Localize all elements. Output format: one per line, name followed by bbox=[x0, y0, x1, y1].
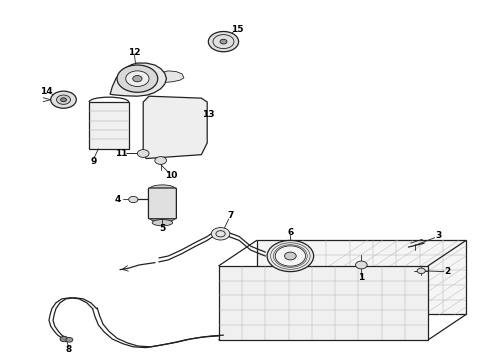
Ellipse shape bbox=[152, 220, 172, 226]
Polygon shape bbox=[219, 266, 428, 340]
Text: 7: 7 bbox=[228, 211, 234, 220]
Text: 5: 5 bbox=[159, 224, 166, 233]
Circle shape bbox=[66, 337, 73, 342]
Circle shape bbox=[51, 91, 76, 108]
Text: 4: 4 bbox=[115, 195, 121, 204]
Text: 12: 12 bbox=[128, 48, 141, 57]
Circle shape bbox=[137, 150, 149, 157]
Circle shape bbox=[60, 336, 68, 342]
Circle shape bbox=[285, 252, 296, 260]
Text: 6: 6 bbox=[287, 228, 294, 237]
Circle shape bbox=[267, 240, 314, 271]
Circle shape bbox=[126, 71, 149, 86]
Polygon shape bbox=[89, 102, 129, 149]
Circle shape bbox=[133, 76, 142, 82]
Ellipse shape bbox=[149, 185, 175, 193]
Text: 9: 9 bbox=[91, 157, 97, 166]
Circle shape bbox=[129, 196, 138, 203]
Text: 15: 15 bbox=[231, 24, 244, 33]
Text: 1: 1 bbox=[358, 273, 365, 282]
Circle shape bbox=[275, 246, 305, 266]
Polygon shape bbox=[143, 96, 207, 158]
Polygon shape bbox=[110, 63, 167, 96]
Text: 3: 3 bbox=[435, 231, 441, 240]
Circle shape bbox=[61, 98, 67, 102]
Text: 11: 11 bbox=[116, 149, 128, 158]
Circle shape bbox=[117, 65, 158, 92]
Text: 10: 10 bbox=[166, 171, 178, 180]
Text: 8: 8 bbox=[66, 346, 72, 355]
Circle shape bbox=[211, 228, 230, 240]
Circle shape bbox=[356, 261, 367, 269]
Circle shape bbox=[220, 39, 227, 44]
Circle shape bbox=[155, 157, 167, 165]
Polygon shape bbox=[257, 240, 466, 315]
Circle shape bbox=[56, 95, 71, 104]
Text: 13: 13 bbox=[202, 110, 215, 119]
Text: 14: 14 bbox=[40, 87, 52, 96]
Ellipse shape bbox=[149, 214, 175, 222]
Polygon shape bbox=[159, 71, 184, 82]
Text: 2: 2 bbox=[444, 267, 450, 276]
Circle shape bbox=[417, 268, 425, 274]
Circle shape bbox=[208, 31, 239, 52]
FancyBboxPatch shape bbox=[148, 188, 176, 219]
